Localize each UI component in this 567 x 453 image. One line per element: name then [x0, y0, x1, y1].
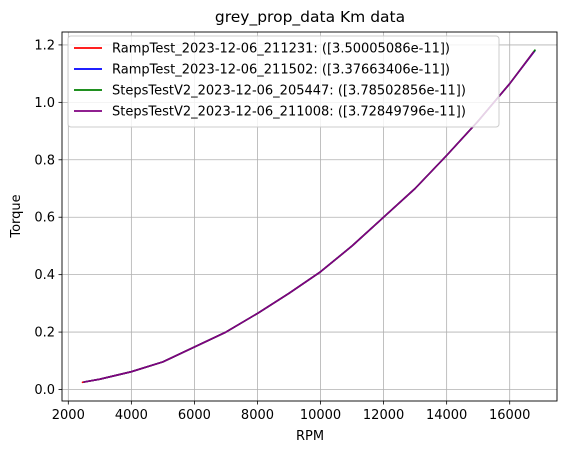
- legend-label-2: RampTest_2023-12-06_211502: ([3.37663406…: [112, 63, 450, 78]
- y-tick-label: 1.0: [34, 96, 55, 111]
- chart-title: grey_prop_data Km data: [215, 8, 405, 27]
- x-tick-label: 14000: [426, 408, 467, 423]
- y-tick-label: 1.2: [34, 38, 55, 53]
- y-tick-label: 0.8: [34, 153, 55, 168]
- y-axis-title: Torque: [9, 194, 24, 238]
- legend-label-1: RampTest_2023-12-06_211231: ([3.50005086…: [112, 42, 450, 57]
- x-tick-label: 12000: [363, 408, 404, 423]
- x-tick-label: 6000: [178, 408, 211, 423]
- y-tick-label: 0.0: [34, 383, 55, 398]
- x-axis-title: RPM: [296, 429, 324, 444]
- legend: RampTest_2023-12-06_211231: ([3.50005086…: [68, 36, 499, 127]
- x-tick-label: 10000: [300, 408, 341, 423]
- legend-label-3: StepsTestV2_2023-12-06_205447: ([3.78502…: [112, 84, 466, 99]
- legend-label-4: StepsTestV2_2023-12-06_211008: ([3.72849…: [112, 105, 466, 120]
- y-tick-label: 0.2: [34, 326, 55, 341]
- x-tick-label: 16000: [489, 408, 530, 423]
- x-tick-label: 2000: [52, 408, 85, 423]
- x-tick-label: 4000: [115, 408, 148, 423]
- x-tick-label: 8000: [241, 408, 274, 423]
- y-tick-label: 0.4: [34, 268, 55, 283]
- y-tick-label: 0.6: [34, 211, 55, 226]
